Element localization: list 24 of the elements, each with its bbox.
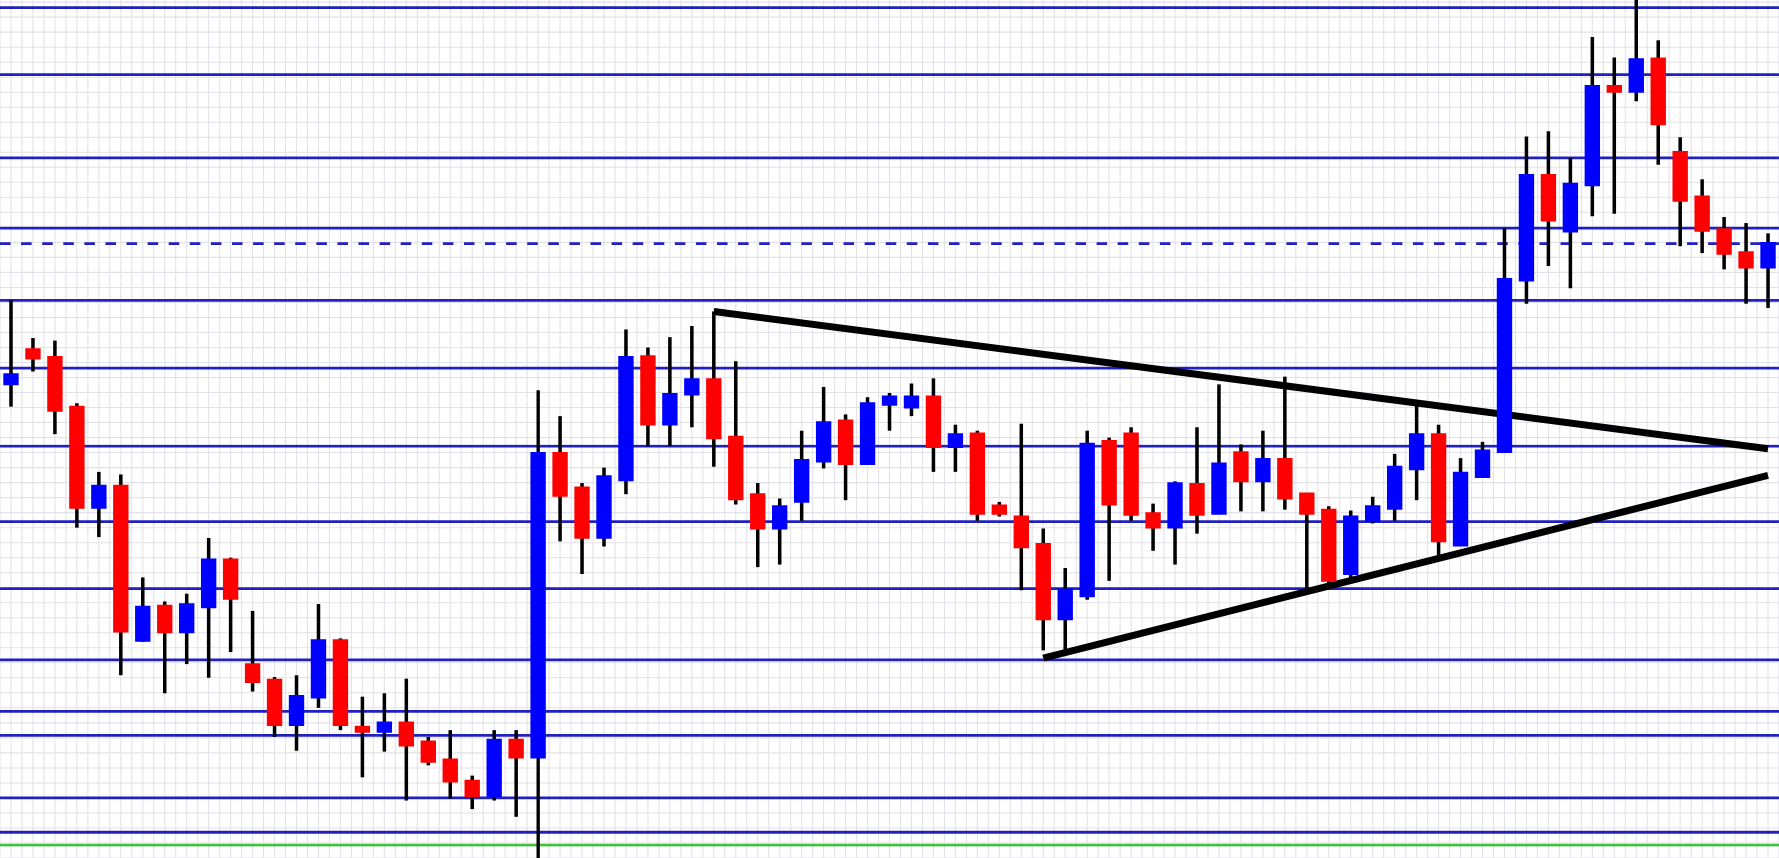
candlestick [25, 338, 41, 372]
candlestick [1145, 503, 1161, 551]
candlestick [420, 737, 436, 766]
candlestick [442, 730, 458, 799]
candlestick [3, 300, 19, 407]
candlestick [684, 326, 700, 428]
candlestick [376, 693, 393, 752]
candlestick [1606, 57, 1622, 214]
candlestick [1365, 496, 1381, 524]
candlestick [1760, 233, 1776, 309]
candlestick [354, 696, 371, 778]
candlestick [244, 609, 261, 692]
candlestick [464, 775, 480, 811]
candlestick [398, 678, 415, 801]
candlestick [1299, 492, 1315, 589]
candlestick [903, 383, 920, 418]
candlestick [772, 498, 788, 565]
candlestick [1716, 217, 1732, 270]
candlestick [1738, 223, 1754, 304]
candlestick [508, 730, 524, 817]
candlestick [91, 470, 107, 539]
candlestick [881, 391, 898, 431]
candlestick [1255, 430, 1271, 512]
candlestick [947, 424, 964, 472]
